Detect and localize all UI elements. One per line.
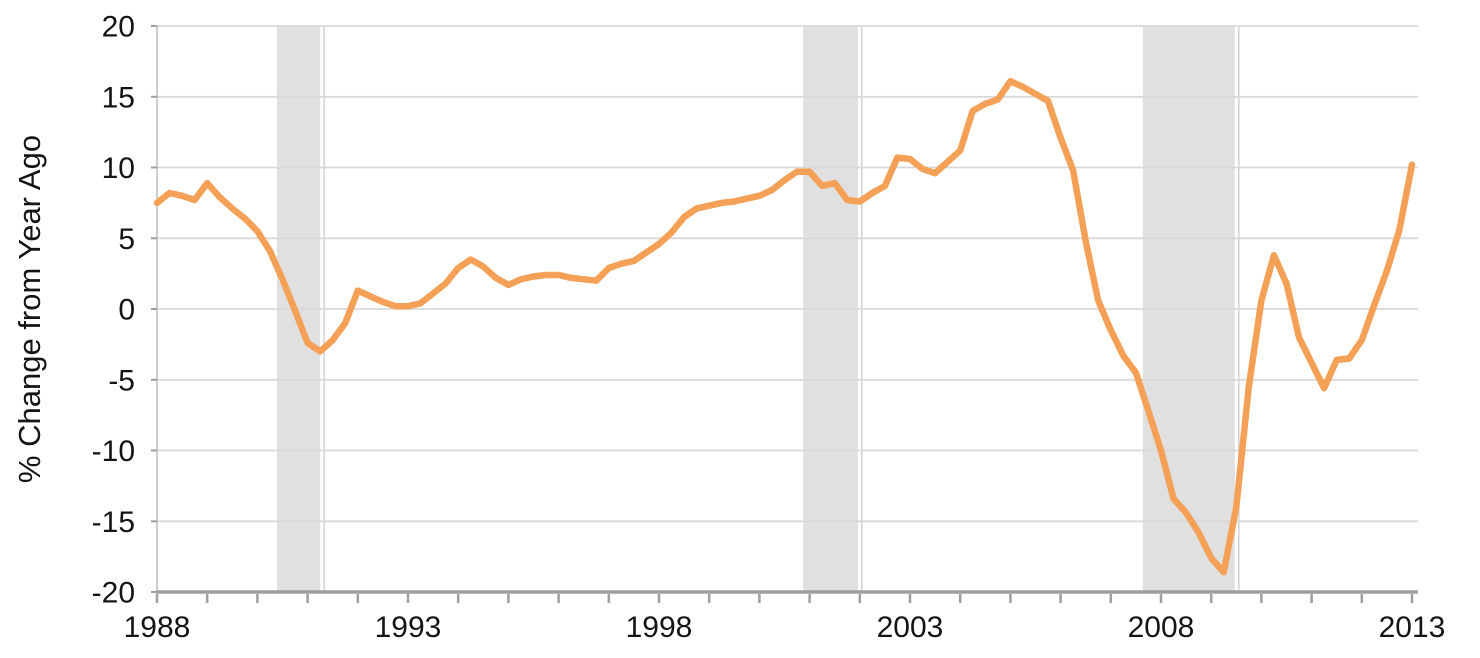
x-tick-label: 1988	[124, 611, 191, 644]
y-axis-title: % Change from Year Ago	[12, 135, 47, 483]
x-tick-label: 2003	[877, 611, 944, 644]
y-tick-label: 0	[118, 294, 135, 327]
series-line	[153, 77, 1416, 576]
y-axis	[151, 25, 158, 593]
y-tick-label: 10	[102, 152, 135, 185]
x-axis	[155, 590, 1418, 603]
y-tick-label: 20	[102, 11, 135, 44]
y-tick-label: -20	[92, 577, 135, 610]
x-tick-labels: 1988 1993 1998 2003 2008 2013	[124, 611, 1446, 644]
y-tick-label: -5	[108, 364, 135, 397]
x-tick-label: 1998	[626, 611, 693, 644]
y-tick-label: -15	[92, 506, 135, 539]
x-tick-label: 1993	[375, 611, 442, 644]
y-tick-labels: 20 15 10 5 0 -5 -10 -15 -20	[92, 11, 135, 610]
y-tick-label: -10	[92, 435, 135, 468]
y-tick-label: 15	[102, 81, 135, 114]
data-line	[153, 77, 1416, 576]
x-tick-label: 2008	[1128, 611, 1195, 644]
y-tick-label: 5	[118, 223, 135, 256]
gridlines	[157, 25, 1418, 523]
x-tick-label: 2013	[1379, 611, 1446, 644]
